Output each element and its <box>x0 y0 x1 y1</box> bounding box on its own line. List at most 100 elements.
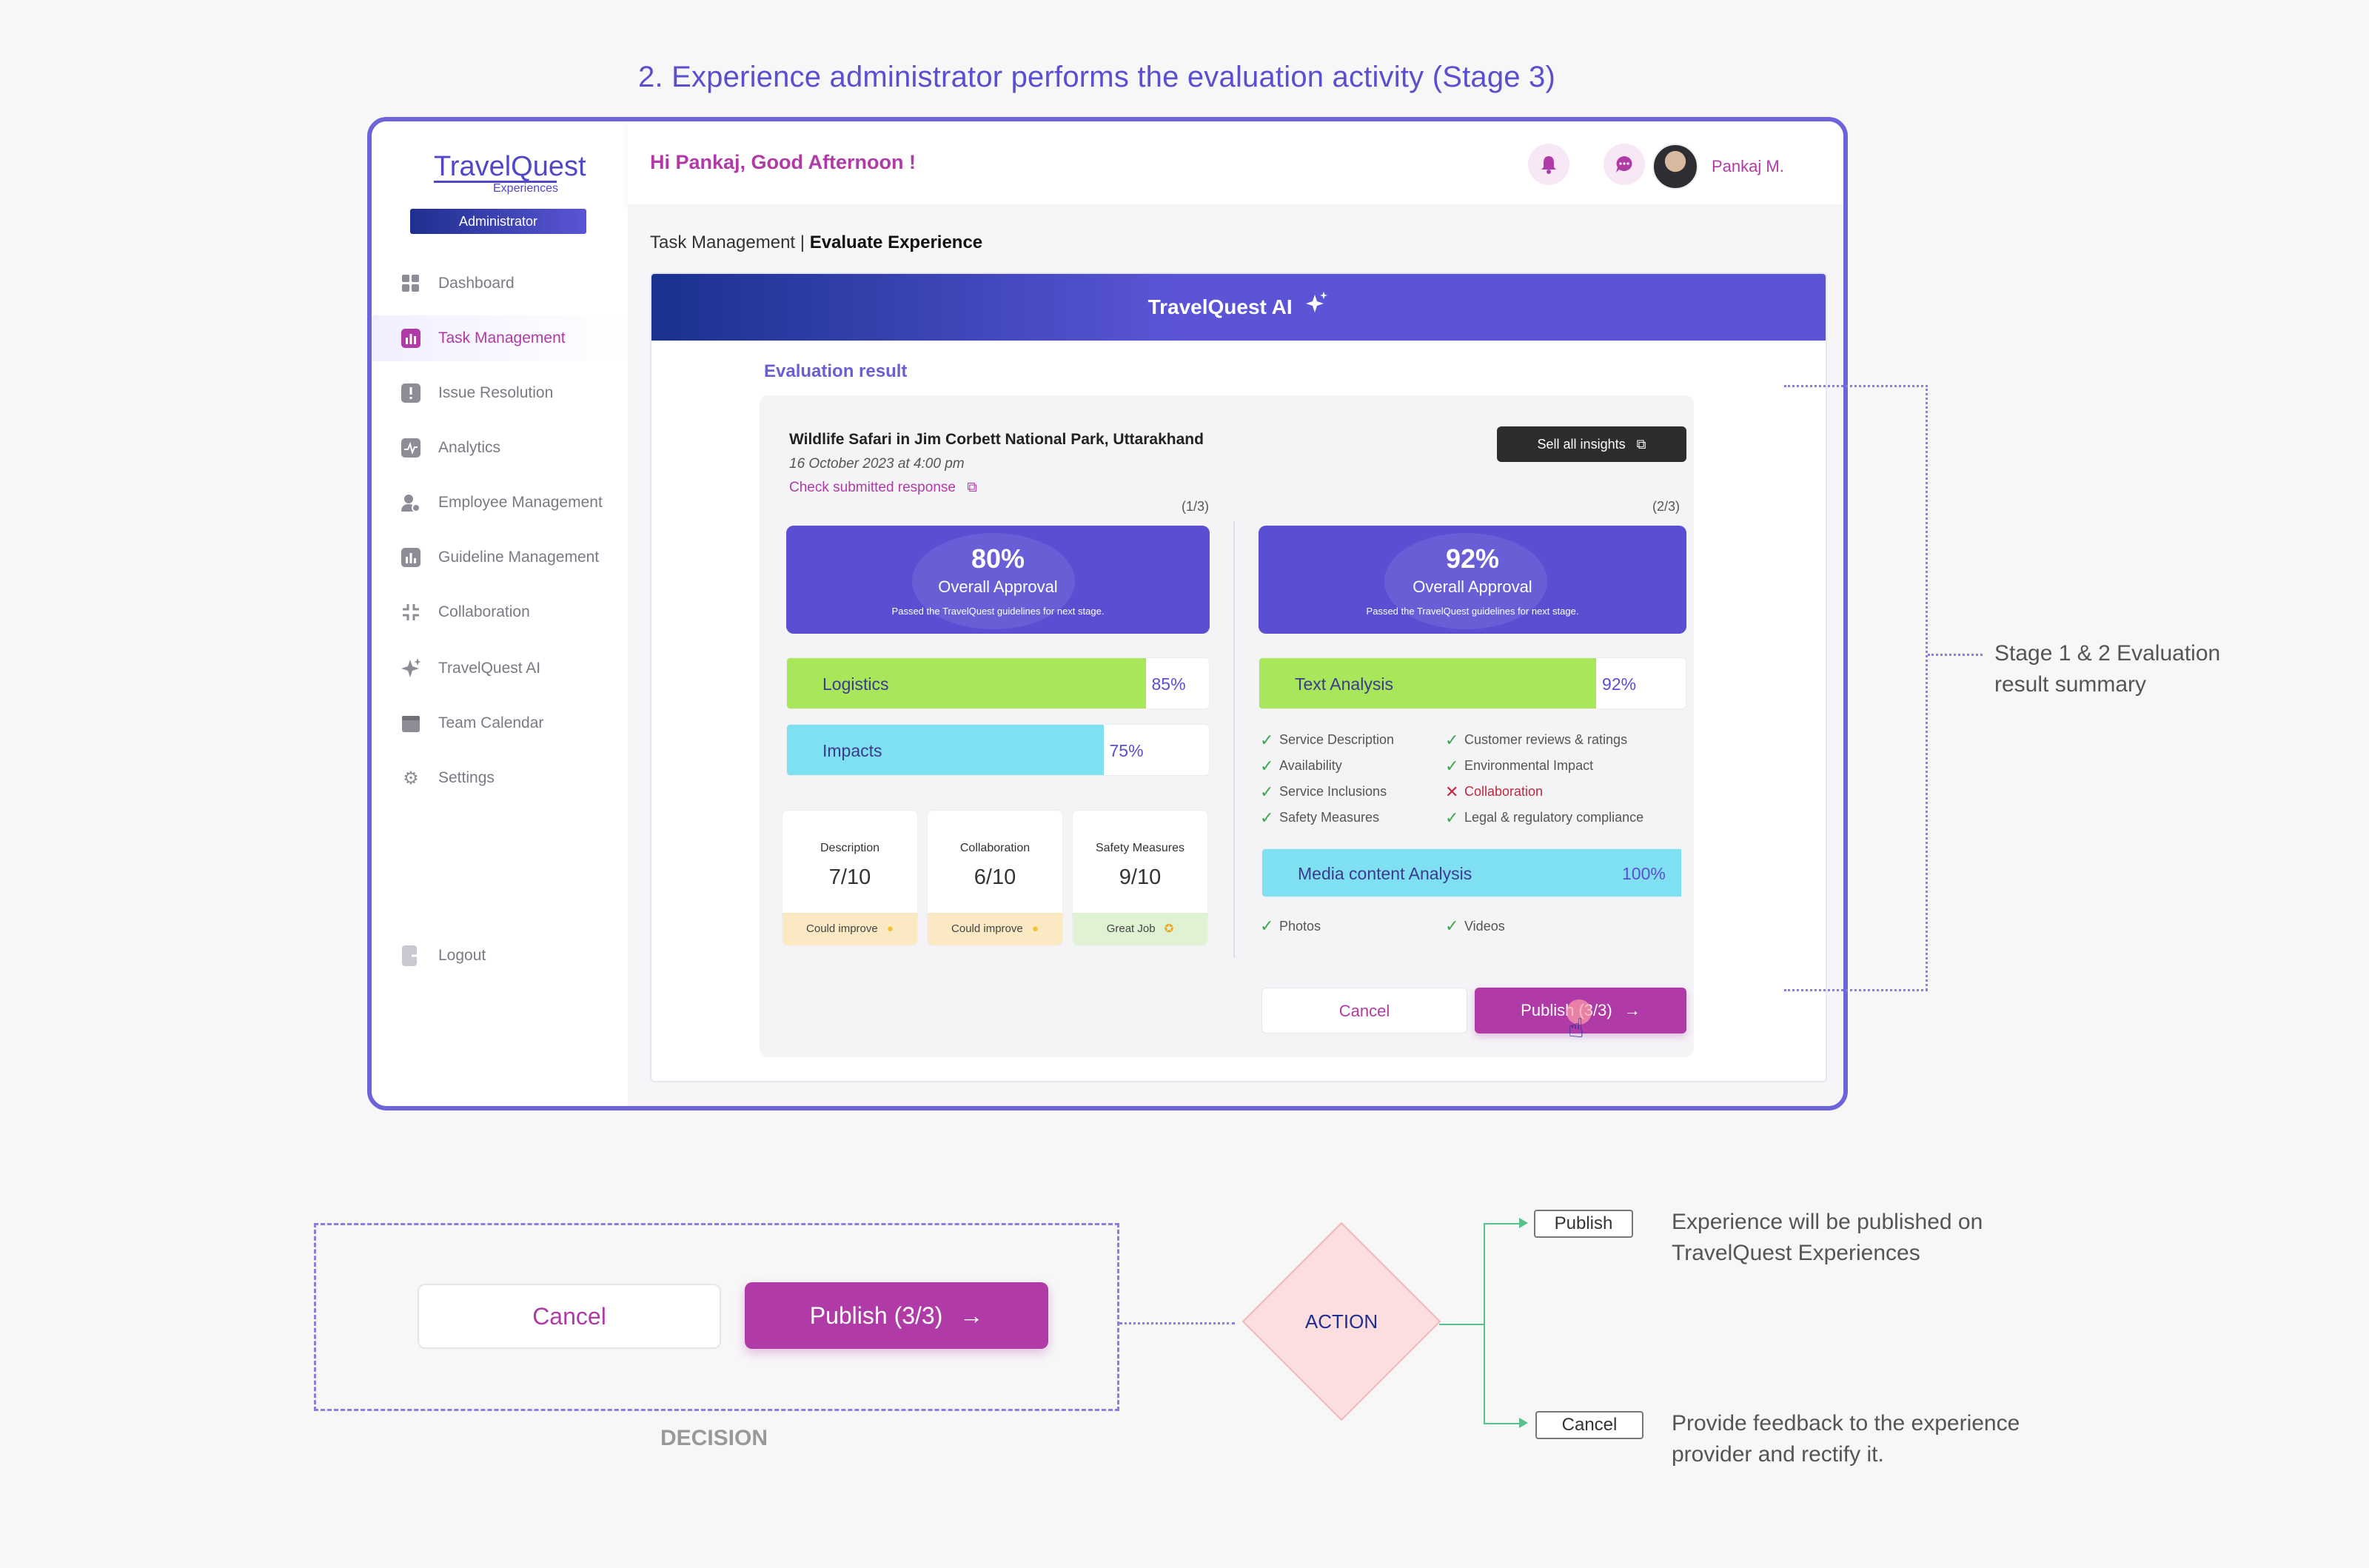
sidebar-item-label: Dashboard <box>438 275 515 292</box>
bulb-icon: ● <box>886 922 894 935</box>
sidebar-item-issue-resolution[interactable]: Issue Resolution <box>372 370 628 416</box>
decision-connector <box>1119 1322 1235 1324</box>
ai-header: TravelQuest AI <box>651 274 1826 341</box>
sidebar-item-dashboard[interactable]: Dashboard <box>372 261 628 306</box>
check-icon: ✓ <box>1260 730 1274 749</box>
decision-label: DECISION <box>660 1426 768 1450</box>
notification-bell-icon[interactable] <box>1528 144 1569 185</box>
column-divider <box>1233 521 1235 958</box>
logout-icon <box>401 945 420 966</box>
page-heading: 2. Experience administrator performs the… <box>638 61 1556 93</box>
annotation-pointer <box>1928 654 1983 656</box>
logout-label: Logout <box>438 947 486 964</box>
avatar[interactable] <box>1652 144 1698 190</box>
bulb-icon: ● <box>1031 922 1039 935</box>
chat-icon[interactable] <box>1604 144 1645 185</box>
logo-text: TravelQuest <box>434 151 586 182</box>
role-badge: Administrator <box>410 209 586 234</box>
score-feedback-text: Could improve <box>806 922 878 935</box>
sidebar-item-label: TravelQuest AI <box>438 660 541 677</box>
decision-box <box>314 1223 1119 1411</box>
score-feedback: Could improve ● <box>783 913 917 945</box>
approval-percent: 92% <box>1445 543 1500 574</box>
score-card-safety-measures: Safety Measures 9/10 Great Job ✪ <box>1072 810 1208 946</box>
logout-button[interactable]: Logout <box>372 933 628 979</box>
approval-note: Passed the TravelQuest guidelines for ne… <box>1366 606 1579 617</box>
arrow-right-icon: → <box>1624 1001 1641 1019</box>
cancel-button[interactable]: Cancel <box>1261 988 1467 1033</box>
sidebar-item-employee-management[interactable]: Employee Management <box>372 480 628 526</box>
check-item: ✓ Availability <box>1260 753 1394 779</box>
approval-label: Overall Approval <box>938 577 1058 596</box>
user-name[interactable]: Pankaj M. <box>1712 157 1784 175</box>
publish-label: Publish (3/3) <box>809 1302 943 1329</box>
check-icon: ✓ <box>1260 782 1274 801</box>
experience-date: 16 October 2023 at 4:00 pm <box>789 456 965 472</box>
annotation-line-vertical <box>1926 385 1928 991</box>
sidebar-item-collaboration[interactable]: Collaboration <box>372 589 628 635</box>
bar-label: Logistics <box>822 674 889 694</box>
click-indicator <box>1567 999 1592 1025</box>
medal-icon: ✪ <box>1164 922 1174 935</box>
check-label: Availability <box>1279 758 1342 773</box>
score-value: 6/10 <box>974 865 1016 889</box>
connector-line <box>1484 1223 1485 1424</box>
sidebar-item-guideline-management[interactable]: Guideline Management <box>372 535 628 580</box>
text-analysis-bar: Text Analysis 92% <box>1259 657 1686 709</box>
stage1-approval-card: 80% Overall Approval Passed the TravelQu… <box>786 526 1210 634</box>
decision-cancel-button[interactable]: Cancel <box>418 1284 721 1349</box>
main-content: Task Management | Evaluate Experience Tr… <box>628 204 1843 1106</box>
text-checks-left: ✓ Service Description ✓ Availability ✓ Serv… <box>1260 727 1394 831</box>
check-item: ✓ Service Description <box>1260 727 1394 753</box>
decorative-blob <box>1384 533 1547 629</box>
breadcrumb-current: Evaluate Experience <box>809 232 983 252</box>
sidebar-item-analytics[interactable]: Analytics <box>372 425 628 471</box>
connector-line <box>1439 1324 1484 1325</box>
sidebar-item-task-management[interactable]: Task Management <box>372 315 628 361</box>
check-item: ✓ Photos <box>1260 917 1321 936</box>
see-all-insights-button[interactable]: Sell all insights ⧉ <box>1497 426 1686 462</box>
check-label: Photos <box>1279 918 1321 934</box>
breadcrumb-parent[interactable]: Task Management | <box>650 232 805 252</box>
check-item: ✓ Environmental Impact <box>1445 753 1643 779</box>
score-feedback: Could improve ● <box>928 913 1062 945</box>
sparkle-icon <box>401 658 420 678</box>
sidebar-item-settings[interactable]: ⚙ Settings <box>372 755 628 801</box>
sidebar-item-label: Guideline Management <box>438 549 600 566</box>
app-window: TravelQuest Experiences Administrator Da… <box>367 117 1848 1110</box>
score-value: 7/10 <box>828 865 871 889</box>
check-response-link[interactable]: Check submitted response ⧉ <box>789 480 977 496</box>
approval-note: Passed the TravelQuest guidelines for ne… <box>891 606 1105 617</box>
collapse-icon <box>401 603 420 622</box>
score-feedback-text: Great Job <box>1106 922 1156 935</box>
arrow-right-icon: → <box>959 1302 984 1329</box>
arrow-head-icon <box>1519 1218 1528 1228</box>
check-item-failed: ✕ Collaboration <box>1445 779 1643 805</box>
check-icon: ✓ <box>1445 917 1459 935</box>
sidebar-item-team-calendar[interactable]: Team Calendar <box>372 700 628 746</box>
outcome-cancel: Cancel <box>1535 1411 1643 1439</box>
bar-percent: 85% <box>1151 674 1186 694</box>
bar-fill <box>1262 849 1681 897</box>
score-title: Safety Measures <box>1095 842 1185 854</box>
bar-fill <box>1259 658 1597 708</box>
check-item: ✓ Service Inclusions <box>1260 779 1394 805</box>
stage2-step: (2/3) <box>1652 499 1681 514</box>
sidebar-item-label: Settings <box>438 769 495 786</box>
sidebar-item-label: Collaboration <box>438 603 530 620</box>
bar-label: Impacts <box>822 741 882 760</box>
sidebar-item-travelquest-ai[interactable]: TravelQuest AI <box>372 646 628 691</box>
stage2-approval-card: 92% Overall Approval Passed the TravelQu… <box>1259 526 1686 634</box>
user-gear-icon <box>401 493 420 512</box>
check-icon: ✓ <box>1445 756 1459 775</box>
check-label: Environmental Impact <box>1464 758 1594 773</box>
check-icon: ✓ <box>1445 730 1459 749</box>
check-icon: ✓ <box>1260 917 1274 935</box>
breadcrumb: Task Management | Evaluate Experience <box>650 232 982 253</box>
decision-publish-button[interactable]: Publish (3/3) → <box>745 1282 1048 1349</box>
outcome-publish-desc: Experience will be published on TravelQu… <box>1672 1210 1983 1265</box>
approval-label: Overall Approval <box>1413 577 1532 596</box>
check-response-label: Check submitted response <box>789 480 956 495</box>
check-label: Service Description <box>1279 732 1395 747</box>
sidebar: TravelQuest Experiences Administrator Da… <box>372 121 628 1106</box>
